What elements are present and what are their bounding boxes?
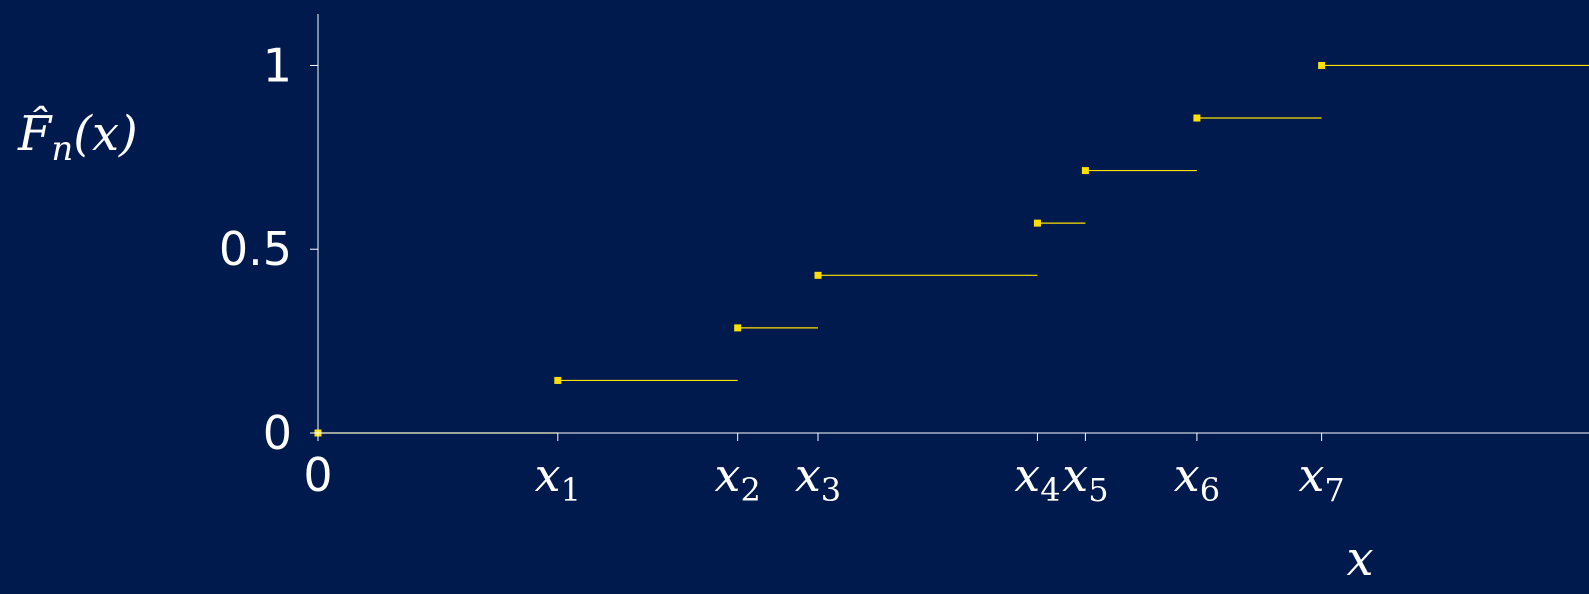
axes-layer: [318, 14, 1589, 433]
y-tick-label: 1: [263, 38, 292, 92]
x-axis-label: x: [1346, 531, 1373, 587]
x-tick-label: x6: [1174, 448, 1220, 509]
step-point: [734, 324, 741, 331]
labels-layer: F̂n(x) x: [17, 104, 1374, 587]
step-point: [1082, 167, 1089, 174]
x-tick-label: 0: [303, 448, 332, 502]
x-tick-label: x3: [795, 448, 841, 509]
x-tick-label: x4: [1014, 448, 1060, 509]
x-tick-label: x1: [535, 448, 581, 509]
step-point: [1193, 115, 1200, 122]
y-axis-label: F̂n(x): [17, 104, 138, 169]
step-point: [815, 272, 822, 279]
y-tick-label: 0: [263, 406, 292, 460]
step-point: [1318, 62, 1325, 69]
step-point: [1034, 220, 1041, 227]
x-tick-label: x5: [1062, 448, 1108, 509]
steps-layer: [315, 62, 1589, 437]
x-tick-label: x7: [1298, 448, 1344, 509]
x-tick-label: x2: [715, 448, 761, 509]
y-tick-label: 0.5: [219, 222, 292, 276]
step-point: [554, 377, 561, 384]
